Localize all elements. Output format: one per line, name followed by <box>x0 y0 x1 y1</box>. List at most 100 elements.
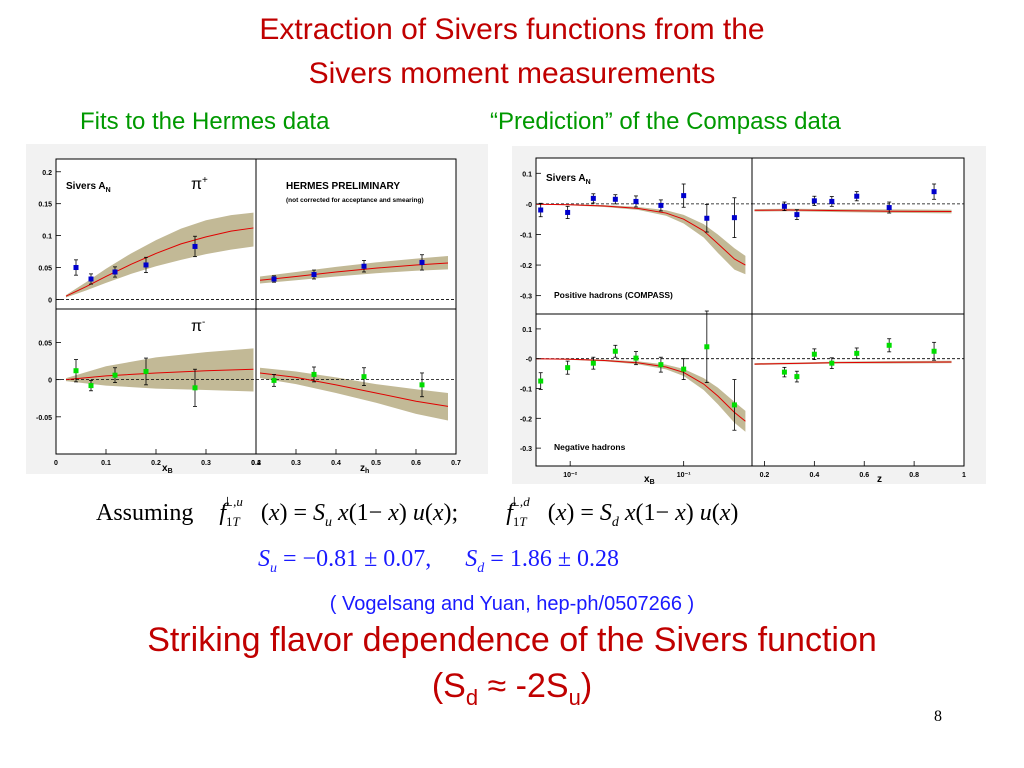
compass-label-sivers: Sivers AN <box>546 173 591 186</box>
hermes-pi-minus-z-error-band <box>260 367 448 421</box>
compass-neg-x-y-tick-label: 0.1 <box>522 327 532 334</box>
compass-pos-x-data-point <box>633 198 639 204</box>
conclusion-line1: Striking flavor dependence of the Sivers… <box>147 621 877 659</box>
compass-neg-z-x-tick-label: 0.4 <box>809 472 819 479</box>
compass-neg-x-data-point <box>565 365 571 371</box>
hermes-pi-plus-x-y-tick-label: 0.15 <box>38 202 52 209</box>
compass-pos-z-frame <box>751 157 965 315</box>
hermes-pi-plus-x-data-point <box>88 276 94 282</box>
compass-pos-x-fit-curve <box>535 203 746 266</box>
compass-neg-z-data-point <box>829 360 835 366</box>
compass-pos-z-data-point <box>854 193 860 199</box>
assumption-lead: Assuming <box>96 500 194 526</box>
hermes-pi-plus-x-data-point <box>192 243 198 249</box>
compass-pos-x-data-point <box>704 215 710 221</box>
compass-neg-x-panel: -0.3 -0.2 -0.1 -0 0.1 10⁻² 10⁻¹ <box>520 310 753 479</box>
page-number: 8 <box>934 708 942 725</box>
hermes-pi-plus-x-data-point <box>73 265 79 271</box>
hermes-label-sivers: Sivers AN <box>66 181 111 194</box>
hermes-pi-plus-x-y-tick-label: 0 <box>48 297 52 304</box>
compass-neg-z-data-point <box>886 342 892 348</box>
compass-pos-z-data-point <box>811 198 817 204</box>
compass-neg-x-data-point <box>590 360 596 366</box>
hermes-pi-plus-z-data-point <box>271 276 277 282</box>
citation: ( Vogelsang and Yuan, hep-ph/0507266 ) <box>329 593 695 615</box>
hermes-pi-minus-x-y-tick-label: -0.05 <box>36 415 52 422</box>
compass-neg-z-data-point <box>794 374 800 380</box>
hermes-pi-minus-x-error-band <box>66 348 254 392</box>
compass-neg-x-y-tick-label: -0.1 <box>520 387 532 394</box>
hermes-pi-minus-z-data-point <box>419 382 425 388</box>
compass-pos-x-y-tick-label: -0.2 <box>520 263 532 270</box>
compass-neg-x-data-point <box>633 355 639 361</box>
compass-neg-z-data-point <box>854 350 860 356</box>
subtitle-compass: “Prediction” of the Compass data <box>490 108 841 135</box>
compass-neg-x-data-point <box>731 402 737 408</box>
compass-neg-z-panel: 0.2 0.4 0.6 0.8 1 <box>751 313 966 479</box>
sd-value: 1.86 <box>509 546 552 572</box>
compass-neg-z-frame <box>751 313 965 467</box>
hermes-pi-minus-x-x-tick-label: 0.2 <box>151 460 161 467</box>
compass-caption-positive: Positive hadrons (COMPASS) <box>554 290 673 300</box>
compass-pos-z-panel <box>751 157 965 315</box>
compass-neg-z-x-tick-label: 0.8 <box>909 472 919 479</box>
hermes-pi-plus-x-data-point <box>112 269 118 275</box>
compass-neg-x-y-tick-label: -0.2 <box>520 416 532 423</box>
hermes-pi-minus-x-x-tick-label: 0.1 <box>101 460 111 467</box>
hermes-pi-minus-x-panel: -0.05 0 0.05 0 0.1 0.2 0.3 0.4 <box>36 308 261 467</box>
compass-neg-z-data-point <box>931 348 937 354</box>
hermes-pi-minus-z-x-tick-label: 0.6 <box>411 460 421 467</box>
compass-annotations: Sivers AN Positive hadrons (COMPASS) Neg… <box>546 173 882 484</box>
compass-pos-x-y-tick-label: 0.1 <box>522 171 532 178</box>
hermes-pi-minus-z-x-tick-label: 0.5 <box>371 460 381 467</box>
slide-title-line1: Extraction of Sivers functions from the <box>259 13 765 46</box>
compass-neg-x-data-point <box>538 378 544 384</box>
hermes-pi-plus-x-fit-curve <box>65 227 254 297</box>
hermes-pi-minus-x-y-tick-label: 0.05 <box>38 340 52 347</box>
compass-neg-z-x-tick-label: 1 <box>962 472 966 479</box>
subtitle-hermes: Fits to the Hermes data <box>80 108 330 135</box>
hermes-pi-minus-z-data-point <box>271 377 277 383</box>
compass-xlabel-xb: xB <box>644 474 655 484</box>
hermes-pi-plus-z-data-point <box>361 263 367 269</box>
formula-d: f1T⊥,d (x) = Sd x(1− x) u(x) <box>506 494 739 530</box>
hermes-pi-minus-x-x-tick-label: 0.4 <box>251 460 261 467</box>
compass-neg-x-data-point <box>704 344 710 350</box>
su-error: 0.07 <box>383 546 426 572</box>
slide-title-line2: Sivers moment measurements <box>308 57 716 90</box>
compass-panels: -0.3-0.2-0.1-00.1-0.3-0.2-0.1-00.110⁻² 10… <box>520 157 966 479</box>
compass-pos-z-fit-curve <box>754 209 952 213</box>
hermes-annotations: Sivers AN π+ HERMES PRELIMINARY (not cor… <box>66 175 424 474</box>
compass-pos-z-data-point <box>794 212 800 218</box>
compass-caption-negative: Negative hadrons <box>554 442 626 452</box>
hermes-pi-plus-z-data-point <box>419 259 425 265</box>
hermes-xlabel-zh: zh <box>360 463 369 474</box>
hermes-pi-minus-z-x-tick-label: 0.2 <box>251 460 261 467</box>
hermes-pi-minus-x-data-point <box>112 372 118 378</box>
compass-neg-z-data-point <box>781 369 787 375</box>
compass-pos-x-error-band <box>536 203 746 275</box>
hermes-pi-plus-x-y-tick-label: 0.05 <box>38 266 52 273</box>
hermes-pi-minus-x-x-tick-label: 0 <box>54 460 58 467</box>
compass-neg-x-x-tick-label: 10⁻¹ <box>677 472 691 479</box>
compass-xlabel-z: z <box>877 474 882 484</box>
compass-figure: -0.3-0.2-0.1-00.1-0.3-0.2-0.1-00.110⁻² 10… <box>512 146 986 484</box>
hermes-pi-minus-z-panel: 0.2 0.3 0.4 0.5 0.6 0.7 <box>251 308 461 467</box>
hermes-pi-plus-z-error-band <box>260 256 448 284</box>
hermes-pi-plus-x-y-tick-label: 0.2 <box>42 170 52 177</box>
hermes-pi-minus-x-fit-curve <box>65 368 254 381</box>
compass-pos-x-data-point <box>681 193 687 199</box>
hermes-pi-plus-z-frame <box>255 158 457 310</box>
hermes-pi-minus-z-x-tick-label: 0.4 <box>331 460 341 467</box>
compass-neg-x-y-tick-label: -0 <box>526 357 532 364</box>
parameter-values: Su = −0.81 ± 0.07, Sd = 1.86 ± 0.28 <box>258 546 619 576</box>
hermes-pi-minus-x-data-point <box>88 383 94 389</box>
hermes-pi-minus-z-x-tick-label: 0.3 <box>291 460 301 467</box>
hermes-preliminary-label: HERMES PRELIMINARY <box>286 181 400 192</box>
compass-pos-x-y-tick-label: -0 <box>526 202 532 209</box>
hermes-pi-minus-x-y-tick-label: 0 <box>48 378 52 385</box>
hermes-pi-minus-x-x-tick-label: 0.3 <box>201 460 211 467</box>
compass-pos-z-data-point <box>829 198 835 204</box>
